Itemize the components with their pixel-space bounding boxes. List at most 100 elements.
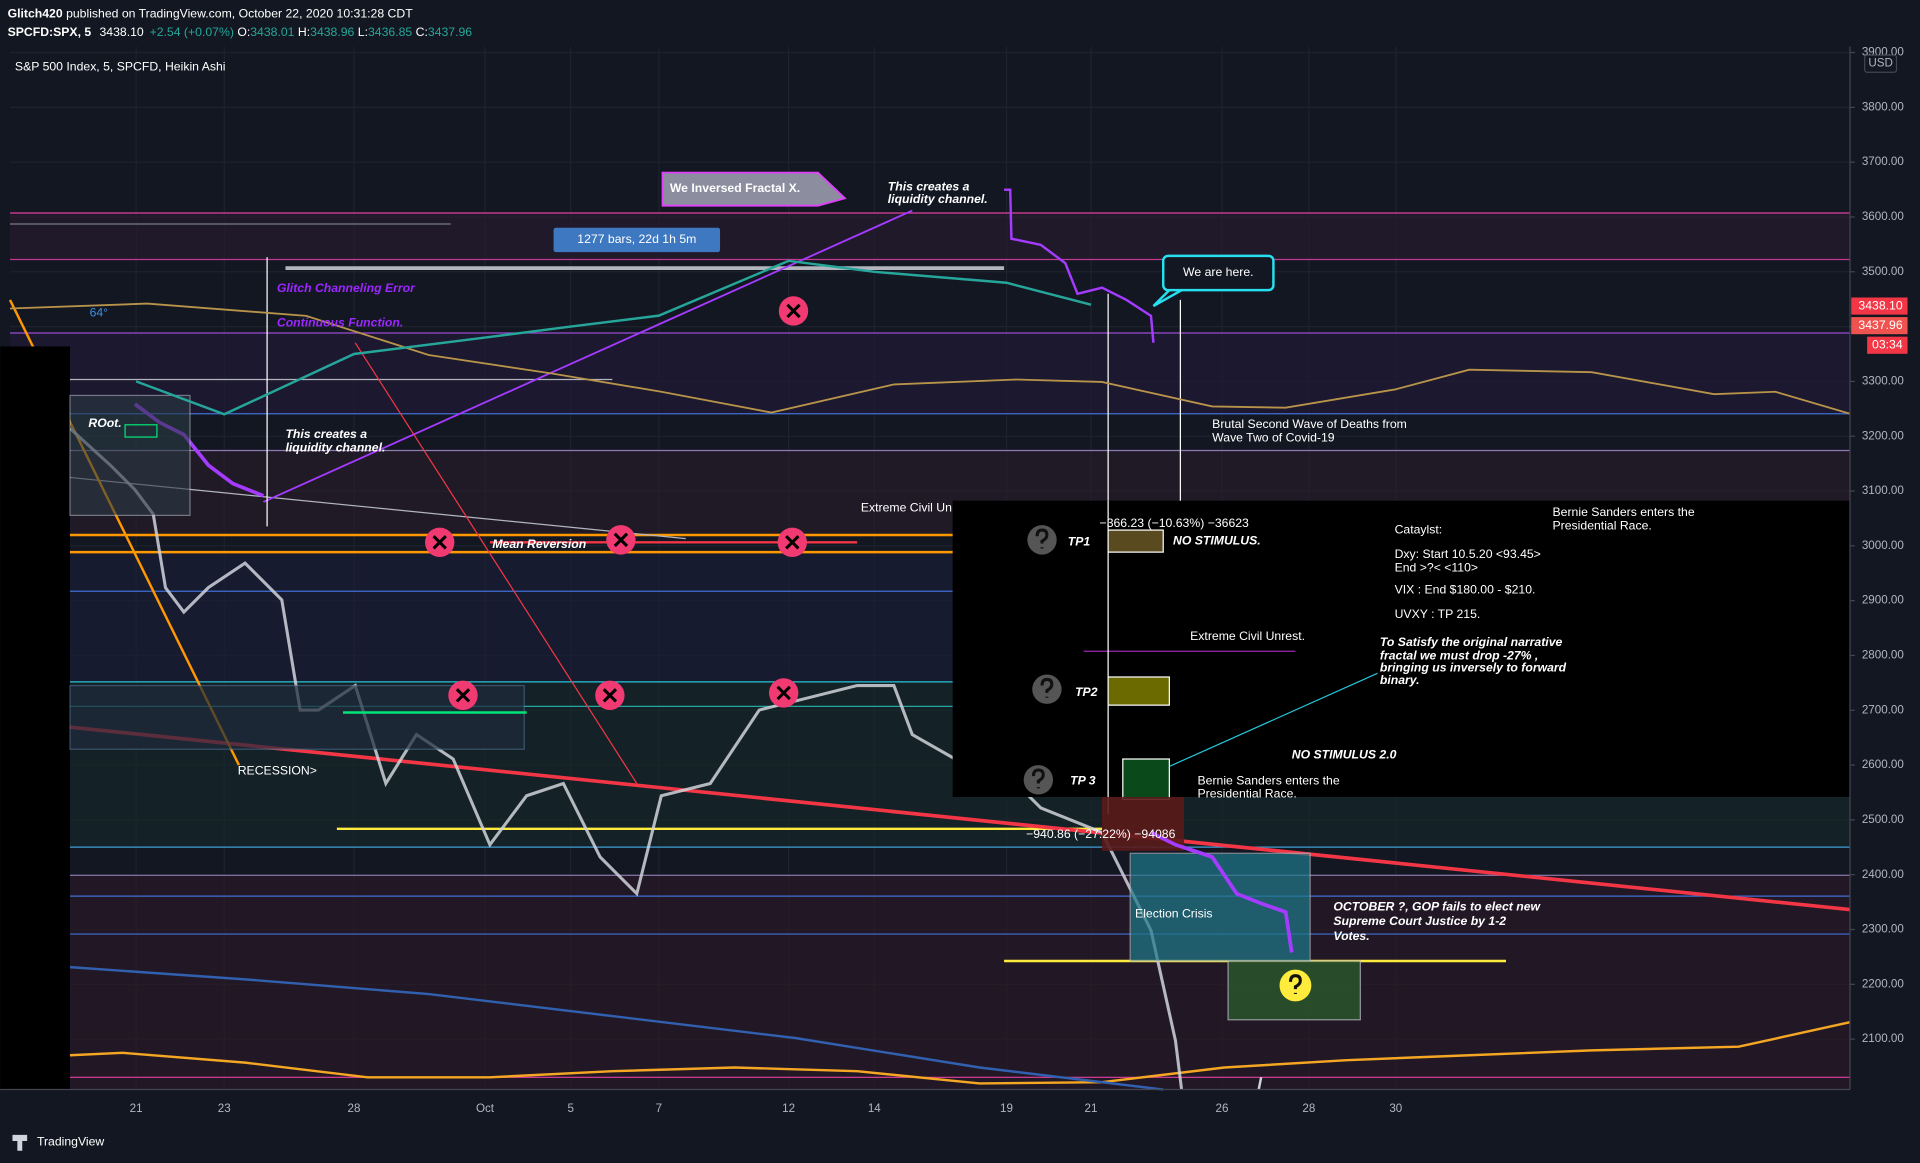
y-tick-label: 2100.00 <box>1862 1032 1905 1045</box>
note: −940.86 (−27.22%) −94086 <box>1026 827 1176 841</box>
note: fractal we must drop -27% , <box>1380 648 1538 662</box>
note: ROot. <box>88 416 121 430</box>
angle: 64° <box>90 306 109 320</box>
note: End >?< <110> <box>1395 560 1478 574</box>
o-label: O: <box>237 25 250 39</box>
pointer <box>1144 672 1378 778</box>
y-tick-label: 2500.00 <box>1862 813 1905 826</box>
tp-label: TP1 <box>1068 535 1091 549</box>
note: bringing us inversely to forward <box>1380 661 1567 675</box>
x-axis: 21 23 28 Oct 5 7 12 14 19 21 26 28 30 <box>130 1102 1403 1115</box>
x-tick-label: 19 <box>1000 1102 1013 1115</box>
price-tag-text: 3437.96 <box>1858 318 1902 332</box>
y-tick-label: 3300.00 <box>1862 374 1905 387</box>
callout-tail <box>1152 289 1183 308</box>
currency: USD <box>1868 57 1893 70</box>
open: 3438.01 <box>250 25 294 39</box>
y-tick-label: 2800.00 <box>1862 649 1905 662</box>
x-tick-label: 28 <box>348 1102 361 1115</box>
note: liquidity channel. <box>285 440 385 454</box>
header <box>0 0 1920 47</box>
y-tick-label: 3100.00 <box>1862 484 1905 497</box>
notes-box <box>952 500 1851 797</box>
tp-box <box>1107 676 1170 706</box>
high: 3438.96 <box>310 25 354 39</box>
root-box <box>69 394 191 517</box>
close: 3437.96 <box>428 25 472 39</box>
y-tick-label: 2600.00 <box>1862 758 1905 771</box>
price-tag-text: 3438.10 <box>1858 298 1902 312</box>
note: This creates a <box>888 180 970 194</box>
note: VIX : End $180.00 - $210. <box>1395 582 1536 596</box>
y-tick-label: 2900.00 <box>1862 594 1905 607</box>
projection <box>1150 830 1294 953</box>
y-tick-label: 2200.00 <box>1862 977 1905 990</box>
y-tick-label: 3500.00 <box>1862 265 1905 278</box>
footer <box>0 1114 1920 1163</box>
y-tick-label: 3000.00 <box>1862 539 1905 552</box>
symbol: SPCFD:SPX, 5 <box>8 25 92 39</box>
y-tick-label: 3600.00 <box>1862 210 1905 223</box>
note: Glitch Channeling Error <box>277 281 416 295</box>
note: NO STIMULUS 2.0 <box>1292 748 1397 762</box>
note: Bernie Sanders enters the <box>1197 773 1339 787</box>
note: To Satisfy the original narrative <box>1380 635 1563 649</box>
c-label: C: <box>416 25 428 39</box>
x-tick-label: 12 <box>782 1102 795 1115</box>
last: 3438.10 <box>99 25 143 39</box>
note: RECESSION> <box>238 763 317 777</box>
x-tick-label: 14 <box>868 1102 881 1115</box>
note: Wave Two of Covid-19 <box>1212 431 1335 445</box>
low: 3436.85 <box>368 25 412 39</box>
note: Presidential Race. <box>1553 519 1652 533</box>
change: +2.54 (+0.07%) <box>150 25 234 39</box>
price-axis <box>1850 46 1920 1090</box>
header-line: Glitch420 published on TradingView.com, … <box>8 7 414 21</box>
countdown-tag <box>1867 336 1908 354</box>
chart-title: S&P 500 Index, 5, SPCFD, Heikin Ashi <box>15 60 226 74</box>
y-tick-label: 2700.00 <box>1862 703 1905 716</box>
note: Continuous Function. <box>277 315 403 329</box>
y-tick-label: 2400.00 <box>1862 868 1905 881</box>
note: This creates a <box>285 427 367 441</box>
header-line: SPCFD:SPX, 5 3438.10 +2.54 (+0.07%) O:34… <box>8 25 473 39</box>
y-tick-label: 3700.00 <box>1862 155 1905 168</box>
note: Mean Reversion <box>492 537 586 551</box>
l-label: L: <box>358 25 368 39</box>
note: Votes. <box>1333 929 1369 943</box>
callout <box>1161 254 1275 292</box>
callout-text: We are here. <box>1183 265 1254 279</box>
currency-box <box>1864 54 1898 73</box>
x-tick-label: 23 <box>218 1102 231 1115</box>
note: OCTOBER ?, GOP fails to elect new <box>1333 899 1541 913</box>
note: Cataylst: <box>1395 522 1443 536</box>
x-tick-label: 26 <box>1216 1102 1229 1115</box>
note: Extreme Civil Un <box>861 500 952 514</box>
tp-box <box>1107 529 1164 553</box>
x-tick-label: 7 <box>656 1102 662 1115</box>
y-tick-label: 3800.00 <box>1862 100 1905 113</box>
note: Brutal Second Wave of Deaths from <box>1212 417 1407 431</box>
tp-box <box>1122 758 1170 801</box>
published: published on TradingView.com, October 22… <box>66 7 413 21</box>
x-tick-label: 28 <box>1302 1102 1315 1115</box>
note: Election Crisis <box>1135 907 1213 921</box>
tp-label: TP 3 <box>1070 773 1096 787</box>
x-tick-label: 21 <box>130 1102 143 1115</box>
y-tick-label: 3200.00 <box>1862 429 1905 442</box>
note: Extreme Civil Unrest. <box>1190 629 1305 643</box>
tp-label: TP2 <box>1075 685 1098 699</box>
countdown: 03:34 <box>1872 337 1903 351</box>
note: Presidential Race. <box>1197 787 1296 801</box>
note: binary. <box>1380 673 1420 687</box>
price-line <box>135 259 1092 416</box>
author: Glitch420 <box>8 7 63 21</box>
note: Bernie Sanders enters the <box>1553 505 1695 519</box>
price-tag <box>1851 297 1908 315</box>
footer-brand: TradingView <box>37 1134 104 1148</box>
measure-text: 1277 bars, 22d 1h 5m <box>577 232 696 246</box>
x-tick-label: Oct <box>476 1102 495 1115</box>
markers <box>425 296 1312 1002</box>
note: liquidity channel. <box>888 192 988 206</box>
